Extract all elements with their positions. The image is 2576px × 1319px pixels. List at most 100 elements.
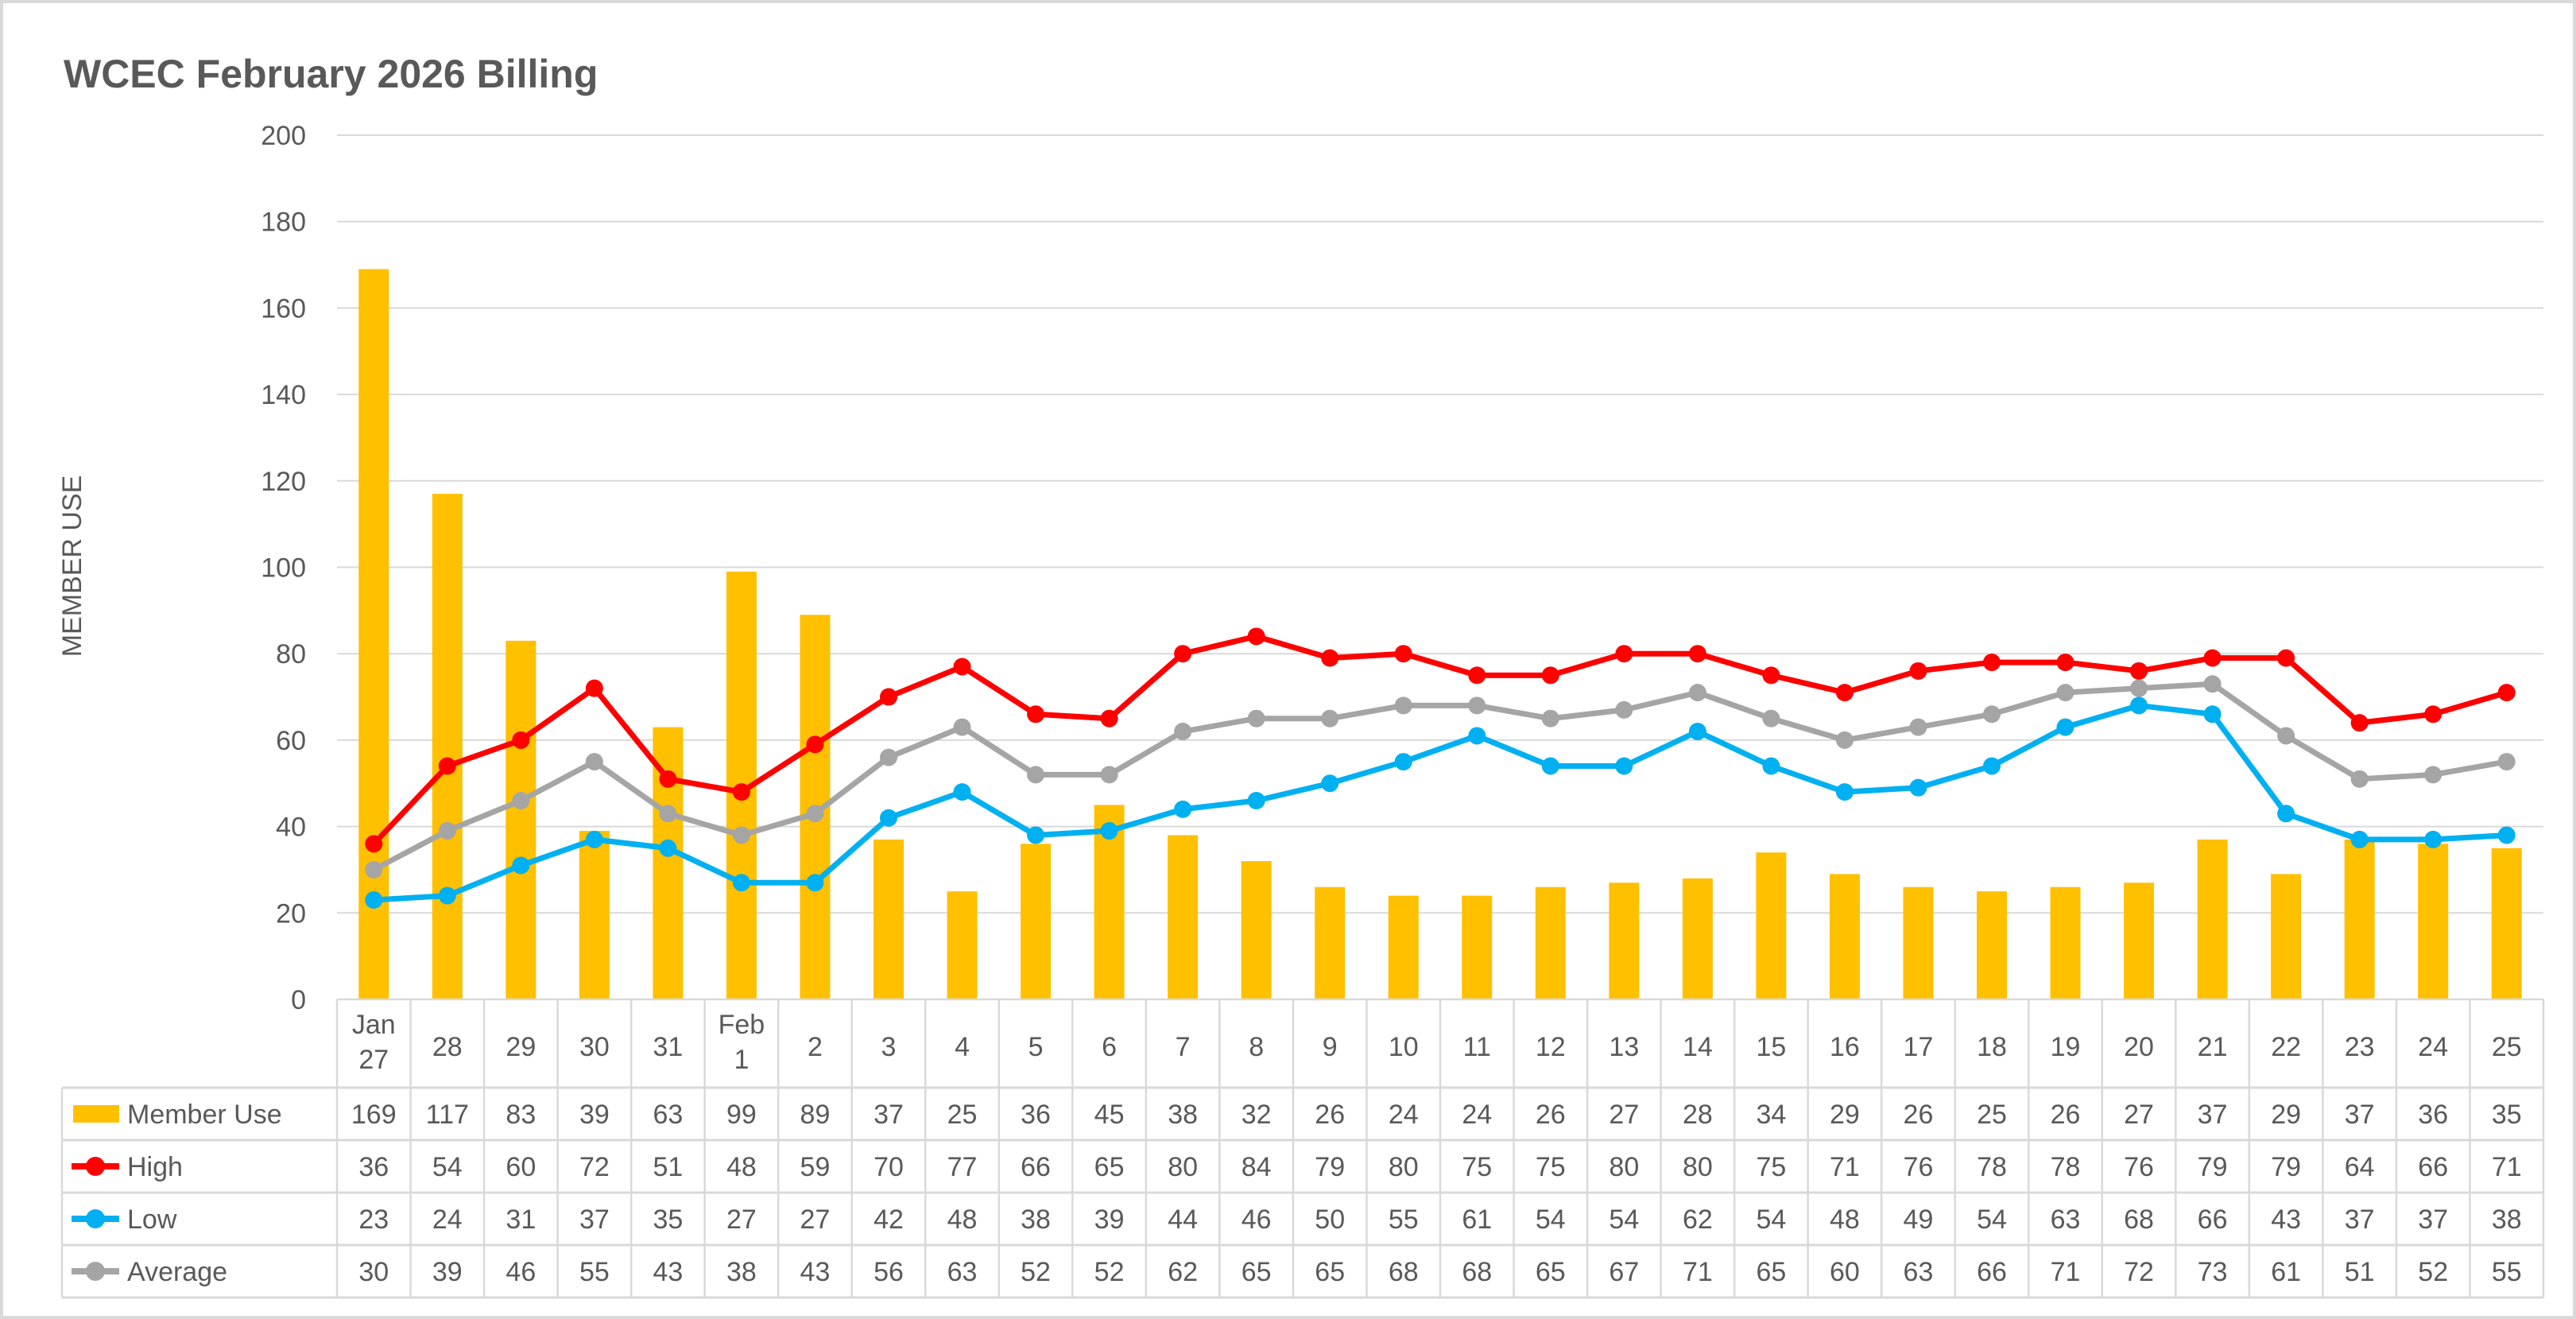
line-average bbox=[372, 681, 2508, 873]
marker-average bbox=[732, 826, 750, 844]
marker-low bbox=[512, 856, 530, 875]
x-tick-label: 1 bbox=[734, 1045, 749, 1075]
table-cell-low: 50 bbox=[1315, 1205, 1345, 1235]
table-cell-member-use: 29 bbox=[1830, 1100, 1860, 1130]
table-cell-low: 24 bbox=[432, 1205, 463, 1235]
table-cell-average: 52 bbox=[1021, 1257, 1051, 1287]
marker-average bbox=[1615, 700, 1633, 719]
bar-member-use bbox=[2050, 886, 2081, 999]
marker-high bbox=[732, 783, 750, 801]
table-cell-high: 36 bbox=[358, 1152, 389, 1182]
line-series bbox=[365, 627, 2516, 909]
marker-high bbox=[1762, 666, 1780, 685]
table-cell-average: 65 bbox=[1536, 1257, 1566, 1287]
table-cell-average: 52 bbox=[1094, 1257, 1125, 1287]
marker-low bbox=[365, 890, 383, 909]
x-tick-label: 15 bbox=[1756, 1032, 1786, 1062]
table-cell-high: 59 bbox=[800, 1152, 831, 1182]
table-cell-member-use: 25 bbox=[947, 1100, 978, 1130]
marker-average bbox=[585, 753, 603, 771]
x-tick-label: 31 bbox=[653, 1032, 683, 1062]
marker-high bbox=[1100, 709, 1118, 727]
table-cell-low: 55 bbox=[1389, 1205, 1419, 1235]
line-series-low bbox=[365, 696, 2516, 909]
x-tick-label: 29 bbox=[506, 1032, 536, 1062]
x-tick-label: 19 bbox=[2051, 1032, 2081, 1062]
table-cell-high: 79 bbox=[1315, 1152, 1345, 1182]
marker-average bbox=[2350, 770, 2369, 788]
table-cell-member-use: 38 bbox=[1168, 1100, 1198, 1130]
table-cell-low: 38 bbox=[1021, 1205, 1051, 1235]
table-cell-average: 66 bbox=[1977, 1257, 2007, 1287]
table-cell-low: 39 bbox=[1094, 1205, 1125, 1235]
bar-member-use bbox=[1756, 852, 1787, 999]
bar-member-use bbox=[506, 640, 537, 999]
marker-average bbox=[438, 822, 456, 840]
table-cell-high: 79 bbox=[2271, 1152, 2301, 1182]
x-tick-label: 25 bbox=[2492, 1032, 2522, 1062]
marker-low bbox=[1615, 757, 1633, 775]
marker-low bbox=[1909, 778, 1927, 797]
marker-high bbox=[1394, 645, 1412, 663]
bar-member-use bbox=[2344, 839, 2375, 999]
y-axis-label: MEMBER USE bbox=[57, 475, 87, 658]
table-cell-average: 46 bbox=[506, 1257, 536, 1287]
x-tick-label: 10 bbox=[1389, 1032, 1419, 1062]
table-cell-high: 71 bbox=[1830, 1152, 1860, 1182]
x-tick-label: 9 bbox=[1323, 1032, 1338, 1062]
table-cell-low: 42 bbox=[874, 1205, 904, 1235]
y-tick-label: 180 bbox=[261, 208, 306, 238]
marker-high bbox=[2130, 661, 2148, 680]
table-cell-member-use: 117 bbox=[426, 1100, 469, 1130]
bar-member-use bbox=[947, 891, 978, 999]
table-cell-high: 84 bbox=[1242, 1152, 1272, 1182]
marker-low bbox=[1541, 757, 1559, 775]
x-tick-label: 13 bbox=[1609, 1032, 1639, 1062]
table-cell-high: 72 bbox=[579, 1152, 610, 1182]
marker-low bbox=[2497, 826, 2516, 844]
x-tick-label: 20 bbox=[2124, 1032, 2154, 1062]
legend-marker-average bbox=[86, 1262, 105, 1281]
table-cell-low: 37 bbox=[2345, 1205, 2375, 1235]
table-cell-member-use: 39 bbox=[579, 1100, 610, 1130]
y-tick-label: 100 bbox=[261, 553, 306, 584]
table-cell-high: 80 bbox=[1683, 1152, 1713, 1182]
chart-title: WCEC February 2026 Billing bbox=[64, 52, 598, 96]
table-cell-member-use: 89 bbox=[800, 1100, 831, 1130]
table-cell-average: 68 bbox=[1389, 1257, 1419, 1287]
marker-average bbox=[2497, 753, 2516, 771]
line-low bbox=[374, 702, 2507, 903]
x-tick-label: 18 bbox=[1977, 1032, 2007, 1062]
marker-high bbox=[1321, 649, 1339, 667]
y-tick-label: 200 bbox=[261, 121, 306, 151]
table-cell-average: 68 bbox=[1462, 1257, 1492, 1287]
table-cell-member-use: 37 bbox=[2345, 1100, 2375, 1130]
table-cell-average: 73 bbox=[2198, 1257, 2228, 1287]
table-cell-high: 70 bbox=[874, 1152, 904, 1182]
table-cell-high: 51 bbox=[653, 1152, 683, 1182]
x-tick-label: 27 bbox=[358, 1045, 389, 1075]
table-cell-low: 27 bbox=[800, 1205, 831, 1235]
x-tick-label: 5 bbox=[1028, 1032, 1044, 1062]
bar-member-use bbox=[1977, 891, 2007, 999]
marker-average bbox=[1688, 684, 1706, 702]
marker-low bbox=[2056, 718, 2074, 736]
table-cell-member-use: 169 bbox=[351, 1100, 397, 1130]
bar-member-use bbox=[1168, 835, 1199, 999]
bar-member-use bbox=[2197, 839, 2228, 999]
marker-high bbox=[2424, 705, 2442, 724]
x-tick-label: Feb bbox=[719, 1010, 765, 1040]
table-cell-average: 52 bbox=[2418, 1257, 2448, 1287]
x-tick-label: 2 bbox=[808, 1032, 823, 1062]
table-cell-average: 39 bbox=[432, 1257, 463, 1287]
marker-low bbox=[880, 809, 897, 827]
table-cell-high: 75 bbox=[1462, 1152, 1492, 1182]
table-cell-average: 51 bbox=[2345, 1257, 2375, 1287]
table-cell-high: 48 bbox=[726, 1152, 757, 1182]
marker-average bbox=[2130, 679, 2148, 697]
marker-high bbox=[1468, 666, 1486, 685]
table-cell-member-use: 27 bbox=[2124, 1100, 2154, 1130]
table-cell-average: 43 bbox=[800, 1257, 831, 1287]
table-cell-low: 66 bbox=[2198, 1205, 2228, 1235]
table-cell-member-use: 26 bbox=[1536, 1100, 1566, 1130]
